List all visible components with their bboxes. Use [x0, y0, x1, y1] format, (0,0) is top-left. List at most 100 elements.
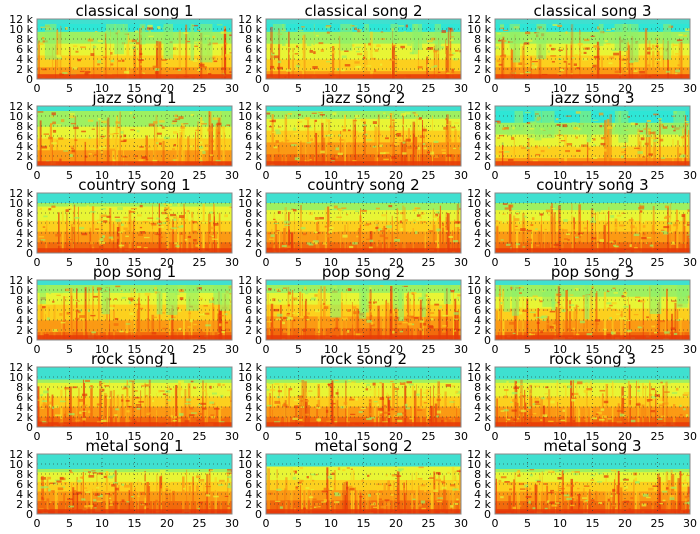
x-tick-label: 30 [454, 82, 468, 95]
x-tick-label: 5 [66, 430, 73, 443]
x-tick-label: 10 [553, 256, 567, 269]
panel-metal-1: metal song 1 02 k4 k6 k8 k10 k12 k 0 5 10 15 2… [9, 437, 239, 530]
y-tick-label: 6 k [16, 478, 33, 491]
x-tick-label: 10 [553, 343, 567, 356]
y-tick-label: 10 k [9, 23, 33, 36]
y-tick-label: 10 k [238, 110, 262, 123]
panel-title: jazz song 2 [320, 89, 405, 107]
x-tick-label: 20 [389, 430, 403, 443]
panel-title: metal song 3 [543, 437, 641, 455]
spectrogram-image [37, 280, 232, 340]
x-tick-label: 0 [34, 169, 41, 182]
panel-frame [265, 453, 462, 515]
y-tick-label: 12 k [238, 448, 262, 461]
panel-frame [36, 279, 233, 341]
spectrogram-image [266, 454, 461, 514]
x-tick-label: 25 [651, 517, 665, 530]
panel-country-2: country song 2 02 k4 k6 k8 k10 k12 k 0 5 10 1… [238, 176, 468, 269]
y-tick-label: 4 k [474, 314, 491, 327]
x-tick-label: 25 [193, 517, 207, 530]
panel-rock-2: rock song 2 02 k4 k6 k8 k10 k12 k 0 5 10 15 20… [238, 350, 468, 443]
x-tick-label: 0 [34, 82, 41, 95]
y-tick-label: 4 k [16, 53, 33, 66]
y-tick-label: 0 [484, 421, 491, 434]
panel-jazz-3: jazz song 3 02 k4 k6 k8 k10 k12 k 0 5 10 15 20… [467, 89, 697, 182]
y-tick-label: 6 k [245, 130, 262, 143]
x-tick-label: 20 [160, 343, 174, 356]
y-tick-label: 4 k [16, 140, 33, 153]
x-tick-label: 0 [492, 343, 499, 356]
y-tick-label: 4 k [245, 53, 262, 66]
x-tick-label: 15 [128, 430, 142, 443]
x-tick-label: 5 [295, 256, 302, 269]
x-tick-label: 5 [524, 256, 531, 269]
x-tick-label: 10 [324, 256, 338, 269]
spectrogram-image [37, 19, 232, 79]
x-tick-label: 0 [263, 256, 270, 269]
x-tick-label: 5 [66, 82, 73, 95]
spectrogram-image [495, 280, 690, 340]
panel-frame [36, 18, 233, 80]
x-tick-label: 15 [357, 343, 371, 356]
x-tick-label: 20 [160, 256, 174, 269]
x-tick-label: 15 [357, 517, 371, 530]
y-tick-label: 0 [255, 247, 262, 260]
y-tick-label: 2 k [474, 411, 491, 424]
panel-frame [265, 18, 462, 80]
x-tick-label: 10 [95, 343, 109, 356]
x-tick-label: 0 [492, 256, 499, 269]
y-tick-label: 4 k [16, 227, 33, 240]
y-tick-label: 4 k [245, 401, 262, 414]
y-tick-label: 8 k [474, 120, 491, 133]
x-tick-label: 20 [160, 517, 174, 530]
y-tick-label: 8 k [16, 294, 33, 307]
x-tick-label: 25 [422, 169, 436, 182]
x-tick-label: 25 [651, 430, 665, 443]
y-tick-label: 0 [255, 334, 262, 347]
x-tick-label: 30 [225, 430, 239, 443]
y-tick-label: 12 k [9, 361, 33, 374]
x-tick-label: 20 [389, 82, 403, 95]
x-tick-label: 15 [586, 82, 600, 95]
y-tick-label: 12 k [467, 13, 491, 26]
y-tick-label: 2 k [245, 411, 262, 424]
x-tick-label: 0 [34, 430, 41, 443]
spectrogram-image [266, 19, 461, 79]
y-tick-label: 6 k [16, 217, 33, 230]
spectrogram-image [37, 193, 232, 253]
y-tick-label: 2 k [245, 498, 262, 511]
x-tick-label: 0 [263, 430, 270, 443]
x-tick-label: 30 [225, 82, 239, 95]
x-tick-label: 30 [225, 343, 239, 356]
panel-pop-2: pop song 2 02 k4 k6 k8 k10 k12 k 0 5 10 15 20 2… [238, 263, 468, 356]
y-tick-label: 6 k [474, 478, 491, 491]
y-tick-label: 12 k [467, 448, 491, 461]
x-tick-label: 30 [454, 517, 468, 530]
x-tick-label: 20 [160, 82, 174, 95]
y-tick-label: 12 k [238, 13, 262, 26]
panel-jazz-1: jazz song 1 02 k4 k6 k8 k10 k12 k 0 5 10 15 20… [9, 89, 239, 182]
y-tick-label: 6 k [245, 304, 262, 317]
y-tick-label: 8 k [16, 120, 33, 133]
x-tick-label: 10 [553, 169, 567, 182]
x-tick-label: 25 [193, 82, 207, 95]
x-tick-label: 10 [324, 517, 338, 530]
x-tick-label: 30 [454, 343, 468, 356]
panel-title: country song 2 [307, 176, 419, 194]
y-tick-label: 10 k [467, 23, 491, 36]
x-tick-label: 30 [683, 343, 697, 356]
panel-title: classical song 2 [304, 2, 422, 20]
x-tick-label: 5 [524, 82, 531, 95]
x-tick-label: 0 [263, 169, 270, 182]
y-tick-label: 8 k [245, 33, 262, 46]
x-tick-label: 20 [389, 517, 403, 530]
x-tick-label: 20 [160, 169, 174, 182]
y-tick-label: 0 [255, 73, 262, 86]
y-tick-label: 8 k [245, 207, 262, 220]
x-tick-label: 25 [422, 343, 436, 356]
x-tick-label: 10 [553, 517, 567, 530]
y-tick-label: 10 k [238, 371, 262, 384]
x-tick-label: 0 [492, 517, 499, 530]
y-tick-label: 4 k [245, 314, 262, 327]
